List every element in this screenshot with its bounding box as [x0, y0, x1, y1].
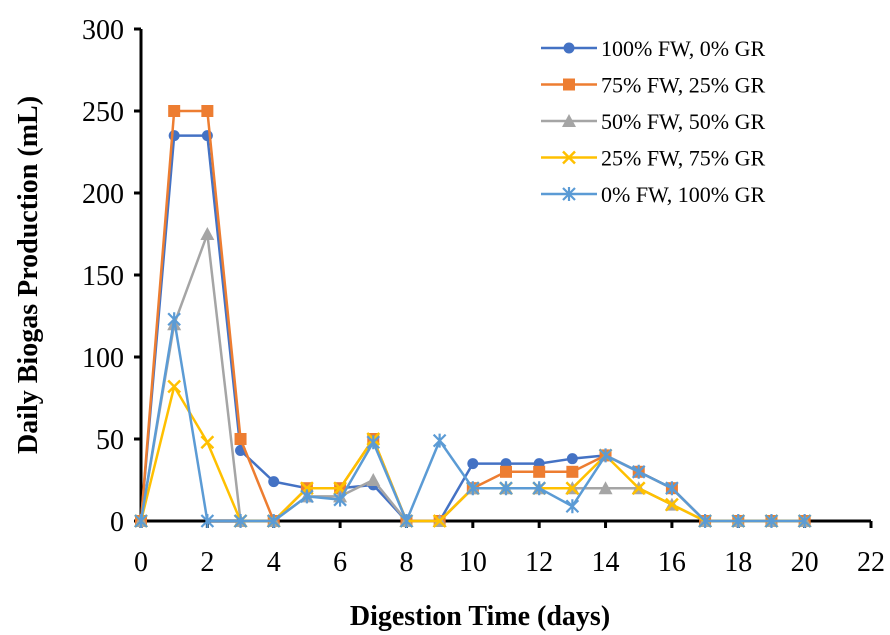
legend-marker [563, 42, 575, 54]
data-point [399, 514, 414, 528]
x-tick-label: 14 [592, 547, 620, 578]
legend-marker [563, 78, 575, 91]
data-point [665, 481, 679, 496]
data-point [566, 453, 578, 465]
data-point [134, 514, 148, 528]
data-point [500, 465, 512, 478]
y-tick-label: 300 [82, 15, 124, 46]
x-axis-title: Digestion Time (days) [350, 601, 610, 632]
y-tick-label: 250 [82, 97, 124, 128]
data-point [168, 130, 180, 142]
data-point [366, 435, 381, 450]
data-point [300, 489, 314, 504]
legend-item: 50% FW, 50% GR [541, 109, 766, 134]
legend-item: 0% FW, 100% GR [541, 182, 766, 207]
legend-item: 100% FW, 0% GR [541, 36, 766, 61]
legend: 100% FW, 0% GR 75% FW, 25% GR 50% FW, 50% … [541, 36, 766, 207]
data-point [466, 481, 480, 496]
x-tick-label: 4 [267, 547, 281, 578]
x-tick-label: 20 [791, 547, 819, 578]
x-tick-label: 10 [459, 547, 487, 578]
data-point [499, 481, 513, 496]
x-tick-label: 22 [857, 547, 885, 578]
data-point [167, 312, 181, 327]
data-point [200, 514, 215, 528]
data-point [631, 481, 646, 496]
data-point [200, 435, 215, 450]
series-group [134, 105, 812, 528]
y-tick-label: 50 [96, 425, 124, 456]
x-tick-label: 12 [525, 547, 553, 578]
data-point [764, 514, 779, 528]
data-point [533, 465, 546, 478]
y-tick-label: 200 [82, 179, 124, 210]
x-ticks: 0 2 4 6 8 10 12 14 16 18 20 22 [134, 521, 885, 578]
series-line [139, 232, 805, 523]
legend-label: 75% FW, 25% GR [601, 73, 766, 98]
data-point [565, 499, 580, 514]
data-point [467, 458, 479, 470]
legend-marker [562, 187, 576, 201]
legend-marker [562, 114, 576, 127]
y-axis-title: Daily Biogas Production (mL) [13, 96, 44, 454]
x-tick-label: 0 [134, 547, 148, 578]
data-point [201, 105, 214, 117]
legend-label: 100% FW, 0% GR [601, 36, 766, 61]
data-point [268, 476, 280, 488]
data-point [167, 379, 182, 394]
data-point [797, 514, 812, 528]
axes [139, 29, 871, 523]
data-point [333, 492, 347, 507]
series-5 [134, 312, 812, 528]
x-tick-label: 16 [658, 547, 686, 578]
y-ticks: 0 50 100 150 200 250 300 [82, 15, 141, 538]
data-point [731, 514, 746, 528]
data-point [432, 514, 447, 528]
legend-item: 75% FW, 25% GR [541, 73, 766, 98]
legend-label: 25% FW, 75% GR [601, 146, 766, 171]
data-point [565, 481, 580, 496]
legend-label: 50% FW, 50% GR [601, 109, 766, 134]
legend-marker [562, 150, 576, 165]
data-point [631, 464, 646, 479]
y-tick-label: 0 [110, 507, 124, 538]
y-tick-label: 150 [82, 261, 124, 292]
data-point [233, 514, 248, 528]
x-tick-label: 6 [333, 547, 347, 578]
data-point [432, 433, 447, 448]
data-point [598, 448, 613, 463]
data-point [366, 473, 381, 486]
data-point [200, 227, 215, 240]
data-point [266, 514, 281, 528]
y-tick-label: 100 [82, 343, 124, 374]
data-point [234, 433, 247, 445]
legend-label: 0% FW, 100% GR [601, 182, 766, 207]
x-tick-label: 2 [200, 547, 214, 578]
data-point [532, 481, 546, 496]
data-point [168, 105, 181, 117]
data-point [698, 514, 712, 528]
data-point [665, 497, 679, 512]
x-tick-label: 8 [399, 547, 413, 578]
data-point [598, 481, 613, 495]
x-tick-label: 18 [724, 547, 752, 578]
data-point [566, 465, 579, 478]
legend-item: 25% FW, 75% GR [541, 146, 766, 171]
